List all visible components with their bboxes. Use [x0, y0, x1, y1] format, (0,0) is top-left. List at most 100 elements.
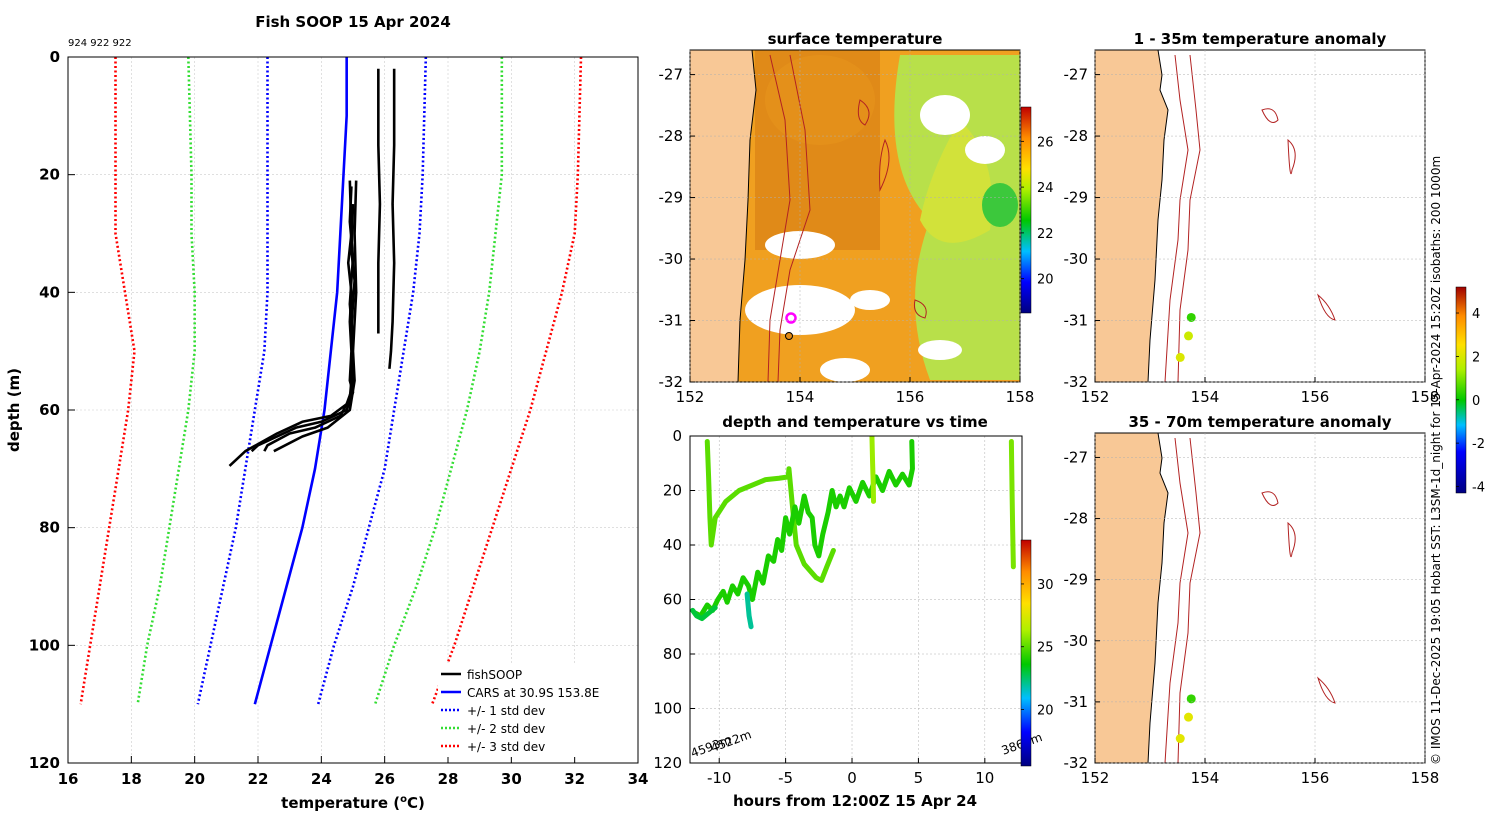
- fishsoop-cast: [273, 180, 358, 453]
- anomaly-deep-y-tick-label: -30: [1064, 632, 1089, 650]
- depth-time-x-tick-label: -10: [707, 769, 732, 787]
- anomaly-deep-isobath-1000: [1177, 437, 1201, 763]
- depth-time-track: [704, 438, 836, 583]
- sst-colorbar-tick-label: 20: [1037, 273, 1054, 288]
- anomaly-deep-x-tick-label: 158: [1411, 769, 1440, 787]
- depth-time-xlabel: hours from 12:00Z 15 Apr 24: [733, 792, 977, 810]
- legend-std3: +/- 3 std dev: [467, 740, 545, 754]
- anomaly-deep-y-ticks: -27 -28 -29 -30 -31 -32: [1064, 448, 1100, 772]
- anomaly-shallow-x-tick-label: 154: [1191, 388, 1220, 406]
- anomaly-deep-point: [1186, 694, 1196, 704]
- sst-y-tick-label: -28: [659, 127, 684, 145]
- sst-cloud-5: [850, 290, 890, 310]
- anomaly-shallow-panel: 152 154 156 158 -27 -28 -29 -30 -31 -32 1 - 35m …: [1064, 30, 1440, 406]
- anomaly-deep-point: [1184, 712, 1193, 722]
- depth-time-track: [1008, 438, 1016, 570]
- profile-y-tick-label: 100: [29, 636, 60, 654]
- sst-colorbar: [1020, 106, 1032, 314]
- sst-y-tick-label: -27: [659, 66, 684, 84]
- depth-time-y-tick-label: 120: [653, 754, 682, 772]
- legend-std2: +/- 2 std dev: [467, 722, 545, 736]
- anomaly-shallow-point: [1184, 331, 1193, 341]
- anomaly-deep-y-tick-label: -28: [1064, 510, 1089, 528]
- fishsoop-casts: [228, 68, 396, 467]
- anomaly-shallow-grid: [1094, 50, 1426, 383]
- anomaly-deep-x-ticks: 152 154 156 158: [1081, 758, 1440, 787]
- anomaly-shallow-isobath-1000: [1177, 54, 1201, 382]
- profile-y-tick-label: 120: [29, 754, 60, 772]
- profile-y-tick-label: 20: [39, 166, 60, 184]
- profile-y-tick-label: 60: [39, 401, 60, 419]
- depth-time-y-tick-label: 80: [663, 645, 682, 663]
- profile-panel: 16 18 20 22 24 26 28 30 32 34 0 20 40 60 80 100 120 Fis…: [5, 13, 648, 812]
- anomaly-deep-y-tick-label: -29: [1064, 571, 1089, 589]
- anomaly-colorbar-ticks: -4 -2 0 2 4: [1456, 307, 1485, 495]
- anomaly-shallow-x-tick-label: 152: [1081, 388, 1110, 406]
- anomaly-deep-x-tick-label: 156: [1301, 769, 1330, 787]
- anomaly-deep-land: [1095, 433, 1169, 763]
- sst-cloud-7: [918, 340, 962, 360]
- fishsoop-cast: [263, 204, 356, 452]
- sst-isobath-200: [767, 54, 791, 382]
- anomaly-colorbar-tick-label: -2: [1472, 437, 1485, 452]
- depth-time-colorbar: [1020, 539, 1032, 767]
- depth-time-x-ticks: -10 -5 0 5 10: [707, 758, 994, 787]
- anomaly-shallow-point: [1186, 312, 1196, 322]
- depth-time-colorbar-tick-label: 20: [1037, 704, 1054, 719]
- depth-time-colorbar-ticks: 20 25 30: [1021, 578, 1054, 719]
- sst-y-tick-label: -32: [659, 373, 684, 391]
- std-line-minus3: [79, 57, 136, 705]
- depth-time-title: depth and temperature vs time: [722, 413, 988, 431]
- depth-time-x-tick-label: 0: [847, 769, 857, 787]
- anomaly-deep-point: [1175, 734, 1185, 744]
- footer-credit: © IMOS 11-Dec-2025 19:05 Hobart SST: L3S…: [1429, 156, 1443, 765]
- sst-colorbar-ticks: 20 22 24 26: [1021, 135, 1054, 288]
- profile-x-tick-label: 24: [311, 770, 332, 788]
- anomaly-shallow-land: [1095, 50, 1169, 382]
- legend-cars: CARS at 30.9S 153.8E: [467, 686, 599, 700]
- anomaly-deep-y-tick-label: -32: [1064, 754, 1089, 772]
- sst-map-panel: 152 154 156 158 -27 -28 -29 -30 -31 -32 surface …: [659, 30, 1054, 406]
- anomaly-deep-title: 35 - 70m temperature anomaly: [1128, 413, 1391, 431]
- depth-time-x-tick-label: 5: [914, 769, 924, 787]
- profile-title: Fish SOOP 15 Apr 2024: [255, 13, 451, 31]
- anomaly-shallow-field: [1095, 50, 1425, 382]
- anomaly-shallow-y-tick-label: -27: [1064, 66, 1089, 84]
- sst-title: surface temperature: [768, 30, 943, 48]
- anomaly-shallow-title: 1 - 35m temperature anomaly: [1134, 30, 1387, 48]
- sst-grid: [689, 50, 1021, 383]
- sst-x-tick-label: 156: [896, 388, 925, 406]
- sst-x-tick-label: 154: [786, 388, 815, 406]
- sst-colorbar-tick-label: 24: [1037, 181, 1054, 196]
- depth-time-y-tick-label: 0: [672, 427, 682, 445]
- depth-time-colorbar-tick-label: 30: [1037, 578, 1054, 593]
- sst-x-ticks: 152 154 156 158: [676, 377, 1034, 406]
- profile-x-tick-label: 22: [248, 770, 269, 788]
- sst-y-ticks: -27 -28 -29 -30 -31 -32: [659, 66, 695, 391]
- legend-fishsoop: fishSOOP: [467, 668, 522, 682]
- fishsoop-cast: [377, 68, 382, 334]
- sst-land: [690, 50, 757, 382]
- profile-x-ticks: 16 18 20 22 24 26 28 30 32 34: [58, 756, 648, 788]
- anomaly-shallow-y-tick-label: -30: [1064, 250, 1089, 268]
- sst-cloud-2: [965, 136, 1005, 164]
- sst-cloud-6: [820, 358, 870, 382]
- depth-time-track: [690, 605, 718, 622]
- profile-y-tick-label: 40: [39, 283, 60, 301]
- sst-cloud-1: [920, 95, 970, 135]
- profile-y-tick-label: 0: [50, 48, 60, 66]
- depth-time-y-tick-label: 40: [663, 536, 682, 554]
- profile-x-tick-label: 28: [438, 770, 459, 788]
- anomaly-shallow-y-tick-label: -32: [1064, 373, 1089, 391]
- sst-colorbar-tick-label: 26: [1037, 135, 1054, 150]
- anomaly-deep-isobath-200: [1164, 437, 1189, 763]
- profile-x-tick-label: 30: [501, 770, 522, 788]
- profile-std-lines: [79, 56, 583, 705]
- fishsoop-cast: [388, 68, 396, 369]
- std-line-plus2: [373, 57, 504, 705]
- depth-time-y-tick-label: 100: [653, 700, 682, 718]
- sst-station-marker-2: [785, 332, 793, 340]
- profile-x-tick-label: 26: [374, 770, 395, 788]
